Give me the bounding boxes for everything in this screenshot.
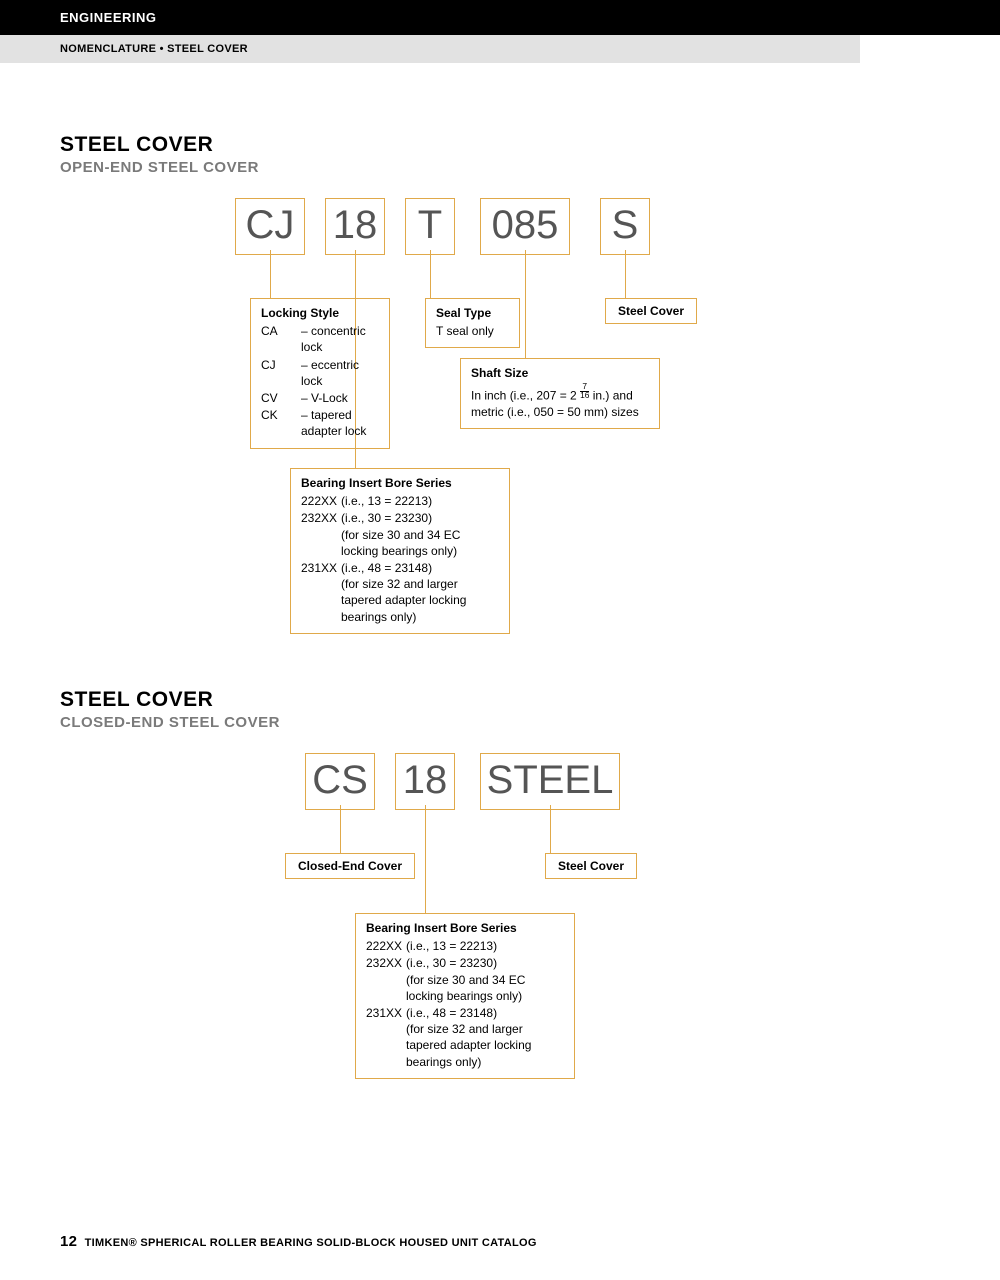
- ls-code-0: CA: [261, 323, 301, 355]
- bore-title: Bearing Insert Bore Series: [301, 475, 499, 491]
- footer-text: TIMKEN® SPHERICAL ROLLER BEARING SOLID-B…: [85, 1237, 537, 1249]
- bore2-code-2: 231XX: [366, 1005, 406, 1021]
- locking-style-box: Locking Style CA– concentric lock CJ– ec…: [250, 298, 390, 449]
- bore-code-1: 232XX: [301, 510, 341, 526]
- bore2-code-0: 222XX: [366, 938, 406, 954]
- bore-note-1: (for size 30 and 34 EC locking bearings …: [301, 527, 499, 559]
- section2-subtitle: CLOSED-END STEEL COVER: [60, 714, 940, 731]
- ls-desc-1: eccentric lock: [301, 358, 359, 388]
- closed-end-label: Closed-End Cover: [285, 853, 415, 879]
- page-number: 12: [60, 1233, 77, 1250]
- header-breadcrumb: NOMENCLATURE • STEEL COVER: [0, 35, 860, 63]
- code2-cs: CS: [305, 753, 375, 810]
- bore-desc-2: (i.e., 48 = 23148): [341, 560, 432, 576]
- code-s: S: [600, 198, 650, 255]
- bore-series-box-2: Bearing Insert Bore Series 222XX(i.e., 1…: [355, 913, 575, 1079]
- shaft-size-box: Shaft Size In inch (i.e., 207 = 2 716 in…: [460, 358, 660, 429]
- bore2-note-1: (for size 30 and 34 EC locking bearings …: [366, 972, 564, 1004]
- locking-style-title: Locking Style: [261, 305, 379, 321]
- bore-desc-0: (i.e., 13 = 22213): [341, 493, 432, 509]
- bore2-title: Bearing Insert Bore Series: [366, 920, 564, 936]
- bore-desc-1: (i.e., 30 = 23230): [341, 510, 432, 526]
- seal-type-title: Seal Type: [436, 305, 509, 321]
- header-engineering: ENGINEERING: [0, 0, 1000, 35]
- page-footer: 12 TIMKEN® SPHERICAL ROLLER BEARING SOLI…: [60, 1233, 537, 1250]
- steel-cover-label: Steel Cover: [605, 298, 697, 324]
- ls-desc-0: concentric lock: [301, 324, 366, 354]
- bore2-desc-2: (i.e., 48 = 23148): [406, 1005, 497, 1021]
- section2-title: STEEL COVER: [60, 688, 940, 712]
- ls-desc-3: tapered adapter lock: [301, 408, 366, 438]
- code2-18: 18: [395, 753, 455, 810]
- bore-series-box: Bearing Insert Bore Series 222XX(i.e., 1…: [290, 468, 510, 634]
- code-t: T: [405, 198, 455, 255]
- steel-cover-label-2: Steel Cover: [545, 853, 637, 879]
- bore2-desc-1: (i.e., 30 = 23230): [406, 955, 497, 971]
- page-content: STEEL COVER OPEN-END STEEL COVER CJ 18 T…: [0, 133, 1000, 1113]
- bore2-note-2: (for size 32 and larger tapered adapter …: [366, 1021, 564, 1070]
- shaft-size-desc: In inch (i.e., 207 = 2 716 in.) and metr…: [471, 383, 649, 420]
- ls-code-3: CK: [261, 407, 301, 439]
- bore-code-2: 231XX: [301, 560, 341, 576]
- section1-subtitle: OPEN-END STEEL COVER: [60, 159, 940, 176]
- ls-desc-2: V-Lock: [311, 391, 348, 405]
- bore-code-0: 222XX: [301, 493, 341, 509]
- bore-note-2: (for size 32 and larger tapered adapter …: [301, 576, 499, 625]
- diagram-closed-end: CS 18 STEEL Closed-End Cover Steel Cover…: [60, 753, 940, 1113]
- bore2-desc-0: (i.e., 13 = 22213): [406, 938, 497, 954]
- section1-title: STEEL COVER: [60, 133, 940, 157]
- code2-steel: STEEL: [480, 753, 620, 810]
- ls-code-1: CJ: [261, 357, 301, 389]
- diagram-open-end: CJ 18 T 085 S Locking Style CA– concentr…: [60, 198, 940, 648]
- code-18: 18: [325, 198, 385, 255]
- code-cj: CJ: [235, 198, 305, 255]
- bore2-code-1: 232XX: [366, 955, 406, 971]
- code-085: 085: [480, 198, 570, 255]
- shaft-size-title: Shaft Size: [471, 365, 649, 381]
- seal-type-box: Seal Type T seal only: [425, 298, 520, 348]
- seal-type-desc: T seal only: [436, 323, 509, 339]
- ls-code-2: CV: [261, 390, 301, 406]
